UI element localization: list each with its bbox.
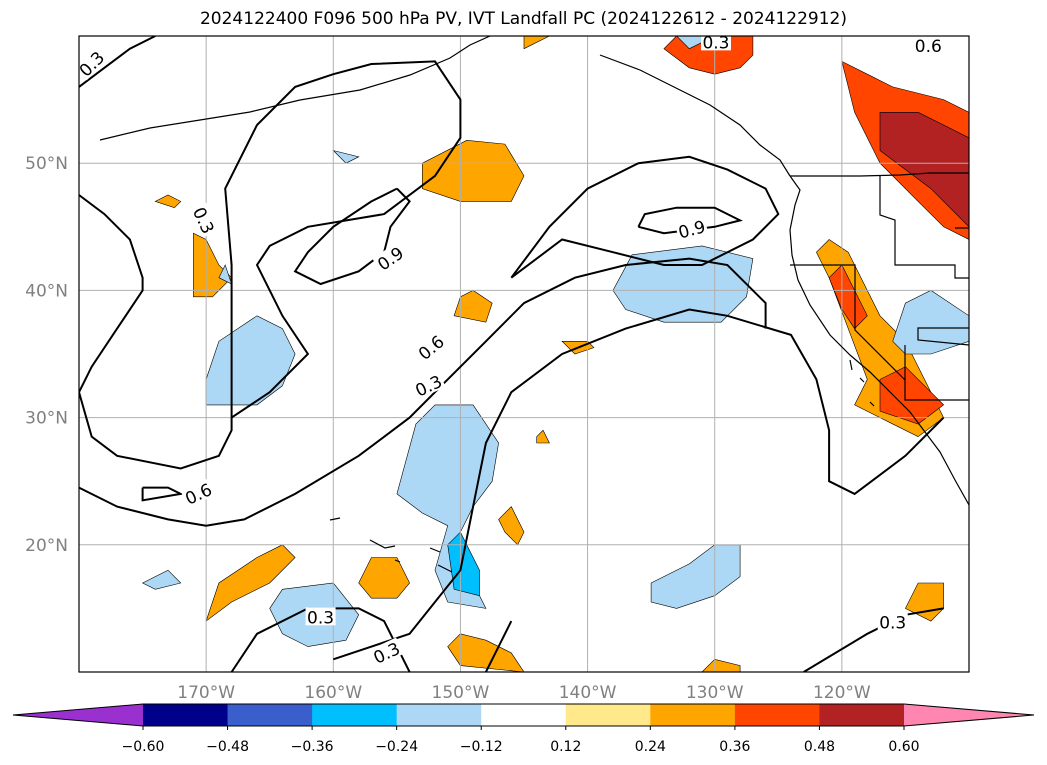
colorbar-segment-2: [312, 704, 398, 726]
shaded-region-26: [447, 531, 480, 597]
coastline-1: [789, 175, 969, 506]
contour-label-11: 0.3: [879, 613, 906, 633]
chart-title: 2024122400 F096 500 hPa PV, IVT Landfall…: [199, 9, 847, 29]
contour-label-bg-5: [180, 478, 216, 508]
contour-label-bg-4: [410, 370, 446, 400]
colorbar-segment-5: [565, 704, 651, 726]
coastline-7: [599, 54, 791, 177]
shaded-region-20: [523, 36, 551, 50]
contour-label-bg-8: [913, 36, 944, 55]
shaded-region-32: [141, 569, 182, 590]
x-tick-label-4: 130°W: [686, 683, 744, 703]
y-tick-label-0: 50°N: [25, 154, 68, 174]
shaded-region-34: [218, 264, 233, 285]
colorbar-label-6: 0.24: [635, 739, 666, 755]
plot-background: [79, 36, 969, 672]
contour-line-9: [293, 187, 411, 286]
coastline-3: [879, 176, 969, 279]
colorbar-segment-8: [819, 704, 905, 726]
shaded-region-31: [332, 149, 360, 164]
colorbar-segment-4: [481, 704, 567, 726]
x-tick-label-5: 120°W: [813, 683, 871, 703]
colorbar-label-8: 0.48: [804, 739, 835, 755]
contour-label-bg-9: [305, 607, 336, 626]
contour-label-bg-2: [372, 241, 408, 274]
colorbar-label-5: 0.12: [550, 739, 581, 755]
x-tick-label-2: 150°W: [432, 683, 490, 703]
shaded-region-29: [650, 544, 741, 609]
shaded-region-11: [447, 633, 525, 672]
shaded-field: [141, 36, 969, 672]
colorbar-label-4: −0.12: [460, 739, 503, 755]
colorbar-label-0: −0.60: [122, 739, 165, 755]
shaded-region-8: [205, 544, 296, 622]
y-tick-label-3: 20°N: [25, 536, 68, 556]
coastline-0: [790, 172, 969, 177]
contour-label-bg-1: [190, 202, 220, 238]
colorbar-segment-3: [396, 704, 482, 726]
contour-label-bg-3: [413, 330, 448, 364]
colorbar-segment-6: [650, 704, 736, 726]
shaded-region-22: [612, 245, 754, 323]
axis-ticks: 170°W 160°W 150°W 140°W 130°W 120°W 50°N 40°N 30…: [25, 154, 871, 703]
contour-line-10: [637, 206, 743, 235]
colorbar-segment-1: [227, 704, 313, 726]
shaded-region-10: [358, 557, 410, 599]
coastline-13: [429, 547, 441, 553]
coastline-9: [99, 99, 301, 141]
contour-line-2: [332, 308, 945, 661]
contour-label-7: 0.3: [702, 33, 729, 53]
contour-label-bg-6: [674, 215, 709, 241]
shaded-region-12: [701, 658, 741, 672]
colorbar: −0.60 −0.48 −0.36 −0.24 −0.12 0.12 0.24 0.36 0.4…: [12, 703, 1035, 755]
contour-line-7: [141, 486, 184, 502]
colorbar-extend-max: [904, 704, 1034, 726]
contour-label-bg-10: [368, 637, 404, 667]
colorbar-label-3: −0.24: [375, 739, 418, 755]
y-tick-label-2: 30°N: [25, 409, 68, 429]
contour-label-bg-0: [74, 46, 108, 81]
colorbar-segment-0: [143, 704, 229, 726]
x-tick-label-3: 140°W: [559, 683, 617, 703]
coastline-10: [329, 517, 341, 521]
coastline-15: [849, 359, 853, 371]
colorbar-label-1: −0.48: [206, 739, 249, 755]
x-tick-label-1: 160°W: [304, 683, 362, 703]
coastline-17: [869, 401, 875, 407]
coastline-8: [299, 36, 491, 101]
coastline-14: [437, 564, 453, 573]
contour-line-1: [79, 60, 462, 470]
contour-line-6: [79, 257, 767, 527]
coastline-2: [790, 264, 969, 401]
shaded-region-4: [453, 290, 493, 323]
contour-line-5: [485, 620, 513, 672]
colorbar-extend-min: [13, 704, 143, 726]
coastline-4: [917, 327, 969, 346]
shaded-region-6: [536, 429, 550, 444]
colorbar-label-2: −0.36: [291, 739, 334, 755]
coastline-16: [859, 377, 865, 383]
contour-label-bg-11: [877, 612, 908, 631]
colorbar-label-9: 0.60: [888, 739, 919, 755]
shaded-region-3: [154, 194, 182, 209]
shaded-region-30: [892, 290, 969, 355]
coastline-11: [369, 539, 396, 549]
coastline-12: [394, 559, 401, 563]
shaded-region-19: [904, 582, 944, 622]
contour-label-9: 0.3: [307, 608, 334, 628]
shaded-region-7: [498, 506, 525, 546]
colorbar-label-7: 0.36: [719, 739, 750, 755]
shaded-region-15: [879, 112, 969, 228]
y-tick-label-1: 40°N: [25, 281, 68, 301]
contour-line-0: [79, 36, 156, 88]
colorbar-segment-7: [734, 704, 820, 726]
coastlines: [99, 36, 969, 573]
plot-frame: [78, 35, 970, 673]
x-tick-label-0: 170°W: [177, 683, 235, 703]
contour-label-bg-7: [700, 32, 731, 51]
contour-line-8: [510, 155, 780, 279]
contour-label-8: 0.6: [915, 37, 942, 57]
